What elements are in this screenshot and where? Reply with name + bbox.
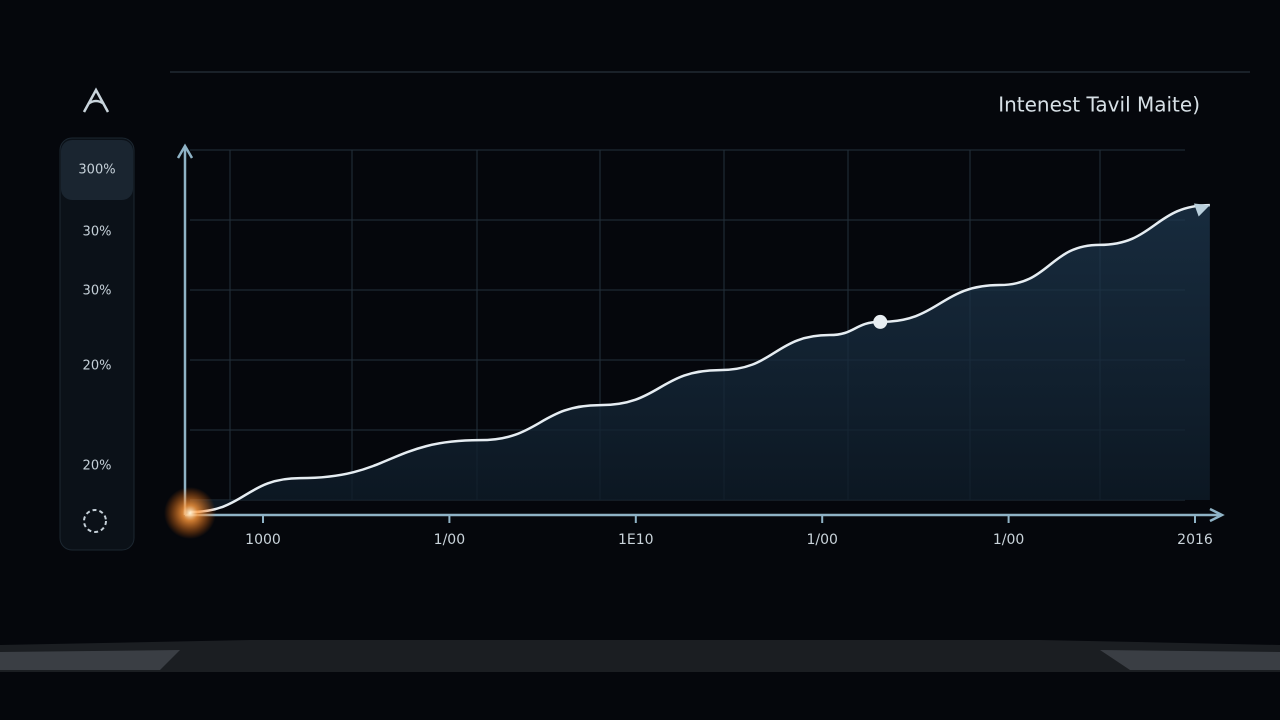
axes [176, 143, 1225, 523]
sidebar [59, 137, 135, 551]
x-tick-label: 1E10 [618, 532, 654, 548]
bezel-edge [0, 650, 1280, 670]
x-tick-label: 2016 [1177, 532, 1213, 548]
x-tick-label: 1000 [245, 532, 281, 548]
x-tick-label: 1/00 [806, 532, 837, 548]
x-tick-label: 1/00 [434, 532, 465, 548]
sidebar-label: 20% [83, 459, 112, 474]
line [190, 203, 1210, 514]
sidebar-label: 300% [78, 163, 115, 178]
logo[interactable] [82, 87, 110, 113]
sidebar-label: 30% [83, 225, 112, 240]
bezel [0, 640, 1280, 672]
highlight-point[interactable] [873, 314, 888, 329]
x-tick-label: 1/00 [993, 532, 1024, 548]
area [190, 205, 1210, 513]
settings-icon[interactable] [83, 509, 107, 533]
sidebar-label: 20% [83, 359, 112, 374]
origin-glow [164, 487, 216, 539]
sidebar-label: 30% [83, 284, 112, 299]
sidebar-active[interactable] [61, 140, 133, 200]
chart-title: Intenest Tavil Maite) [998, 93, 1200, 117]
line-arrow [1193, 203, 1210, 217]
